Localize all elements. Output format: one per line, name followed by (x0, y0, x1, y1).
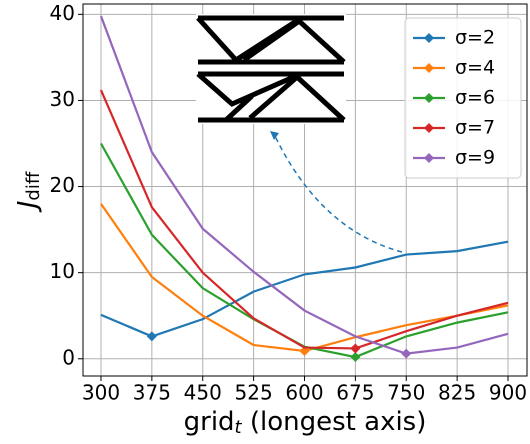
annotation-arrow (274, 134, 402, 252)
x-tick-label: 900 (489, 381, 527, 405)
y-tick-label: 0 (62, 345, 75, 369)
min-marker (350, 343, 360, 353)
y-label-main: J (13, 201, 43, 214)
y-tick-label: 40 (50, 1, 75, 25)
x-tick-label: 300 (82, 381, 120, 405)
y-tick-label: 30 (50, 87, 75, 111)
x-tick-label: 600 (285, 381, 323, 405)
x-tick-label: 825 (438, 381, 476, 405)
x-tick-label: 675 (336, 381, 374, 405)
arrow-head (270, 131, 279, 140)
x-tick-label: 750 (387, 381, 425, 405)
y-axis-label: Jdiff (13, 171, 45, 213)
min-marker (147, 331, 157, 341)
x-axis-label: gridt (longest axis) (184, 407, 427, 439)
y-tick-label: 20 (50, 173, 75, 197)
inset-background (196, 14, 346, 124)
legend-label: σ=7 (455, 117, 495, 139)
min-marker (350, 352, 360, 362)
x-label-rest: (longest axis) (242, 407, 427, 437)
x-tick-label: 525 (235, 381, 273, 405)
legend: σ=2 σ=4 σ=6 σ=7 σ=9 (405, 18, 521, 178)
chart: Jdiff gridt (longest axis) σ=2σ=4σ=6σ=7σ… (0, 0, 530, 440)
x-label-main: grid (184, 407, 235, 437)
legend-label: σ=4 (455, 57, 495, 79)
legend-label: σ=6 (455, 87, 495, 109)
y-label-sub: diff (23, 171, 44, 200)
inset-image (196, 14, 346, 124)
y-tick-label: 10 (50, 259, 75, 283)
x-tick-label: 450 (184, 381, 222, 405)
min-marker (401, 349, 411, 359)
legend-label: σ=9 (455, 147, 495, 169)
legend-label: σ=2 (455, 27, 495, 49)
x-tick-label: 375 (133, 381, 171, 405)
